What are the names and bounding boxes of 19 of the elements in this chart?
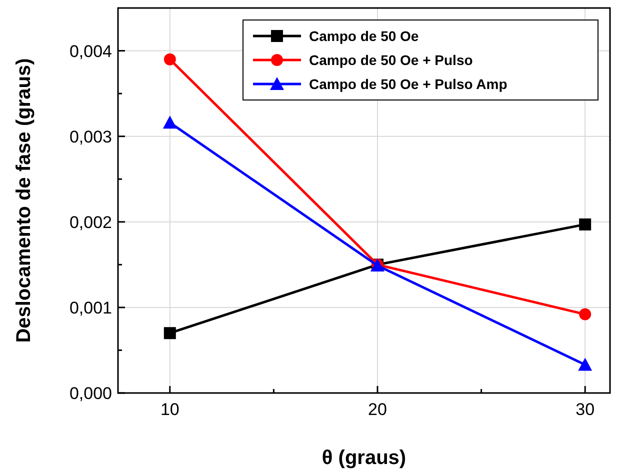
point — [579, 218, 592, 230]
y-tick-label: 0,003 — [69, 127, 112, 146]
y-tick-label: 0,001 — [69, 298, 112, 318]
x-tick-label: 30 — [576, 400, 595, 419]
y-axis-title: Deslocamento de fase (graus) — [13, 58, 35, 343]
point — [578, 358, 592, 371]
legend-label: Campo de 50 Oe — [309, 28, 419, 44]
point — [579, 308, 592, 320]
point — [162, 116, 177, 129]
legend-label: Campo de 50 Oe + Pulso Amp — [309, 76, 508, 92]
x-tick-label: 10 — [160, 400, 180, 419]
y-tick-label: 0,004 — [69, 42, 112, 61]
legend-label: Campo de 50 Oe + Pulso — [309, 52, 473, 68]
x-tick-label: 20 — [368, 400, 387, 419]
point — [164, 327, 176, 340]
y-tick-label: 0,000 — [69, 384, 112, 403]
y-tick-label: 0,002 — [69, 212, 112, 232]
point — [164, 53, 176, 66]
x-axis-title: θ (graus) — [322, 447, 406, 469]
